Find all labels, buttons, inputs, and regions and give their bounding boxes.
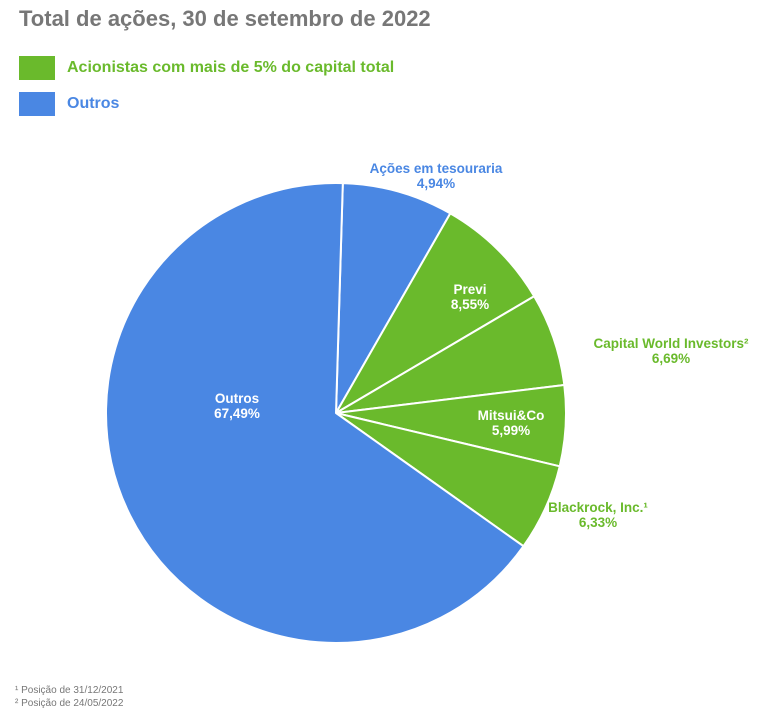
label-name: Mitsui&Co xyxy=(477,408,545,423)
label-capital-world: Capital World Investors² 6,69% xyxy=(593,336,748,366)
pie-slice-a-es-em-tesouraria xyxy=(335,182,452,414)
label-name: Previ xyxy=(453,282,487,297)
pie-slices xyxy=(105,182,567,644)
label-value: 4,94% xyxy=(416,176,456,191)
legend-item-others: Outros xyxy=(19,92,119,116)
legend-item-major-shareholders: Acionistas com mais de 5% do capital tot… xyxy=(19,56,394,80)
footnote-1: ¹ Posição de 31/12/2021 xyxy=(15,685,124,696)
chart-title: Total de ações, 30 de setembro de 2022 xyxy=(19,6,431,31)
label-mitsui: Mitsui&Co 5,99% xyxy=(478,408,545,438)
pie-slice-previ xyxy=(335,212,536,414)
pie-slice-outros xyxy=(105,182,525,644)
label-name: Ações em tesouraria xyxy=(369,161,503,176)
label-name: Blackrock, Inc.¹ xyxy=(548,500,648,515)
label-treasury: Ações em tesouraria 4,94% xyxy=(370,161,503,191)
footnotes: ¹ Posição de 31/12/2021 ² Posição de 24/… xyxy=(15,684,123,710)
label-value: 5,99% xyxy=(491,423,531,438)
label-blackrock: Blackrock, Inc.¹ 6,33% xyxy=(548,500,648,530)
label-value: 8,55% xyxy=(450,297,490,312)
footnote-2: ² Posição de 24/05/2022 xyxy=(15,698,124,709)
legend-swatch-green xyxy=(19,56,55,80)
label-outros: Outros 67,49% xyxy=(214,391,260,421)
label-name: Capital World Investors² xyxy=(593,336,749,351)
label-value: 6,33% xyxy=(578,515,618,530)
label-name: Outros xyxy=(214,391,260,406)
legend-swatch-blue xyxy=(19,92,55,116)
label-value: 6,69% xyxy=(651,351,691,366)
label-previ: Previ 8,55% xyxy=(451,282,489,312)
label-value: 67,49% xyxy=(214,406,260,421)
legend-label: Outros xyxy=(67,95,120,112)
legend-label: Acionistas com mais de 5% do capital tot… xyxy=(67,59,395,76)
